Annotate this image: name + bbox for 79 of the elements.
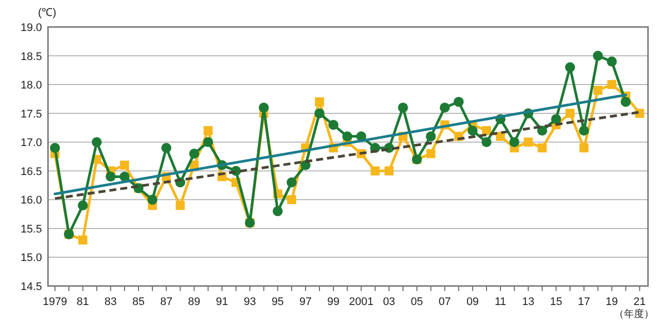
- point: [426, 149, 436, 158]
- xtick: 93: [244, 296, 256, 308]
- xlabel: （年度）: [614, 309, 654, 320]
- point: [272, 206, 283, 216]
- point: [524, 138, 533, 147]
- xtick: 11: [494, 296, 506, 308]
- point: [593, 86, 602, 95]
- point: [189, 148, 200, 159]
- ytick: 15.0: [20, 252, 42, 264]
- xtick: 83: [104, 296, 117, 308]
- ylabel: (℃): [38, 7, 56, 19]
- xtick: 85: [132, 296, 145, 308]
- point: [176, 200, 185, 210]
- xtick: 95: [272, 296, 284, 308]
- point: [92, 137, 102, 148]
- point: [620, 96, 631, 107]
- xtick: 09: [466, 296, 479, 308]
- ytick: 15.5: [20, 223, 42, 236]
- point: [607, 80, 616, 90]
- point: [440, 102, 450, 113]
- xtick: 21: [634, 296, 646, 308]
- ytick: 16.5: [20, 166, 42, 178]
- ytick: 18.5: [20, 50, 42, 63]
- xtick: 19: [606, 296, 618, 308]
- point: [398, 102, 408, 113]
- point: [482, 137, 492, 148]
- xtick: 91: [216, 296, 228, 308]
- point: [538, 143, 547, 152]
- point: [370, 166, 380, 176]
- xtick: 17: [578, 296, 590, 308]
- point: [203, 137, 214, 148]
- point: [565, 62, 576, 72]
- point: [204, 126, 213, 136]
- xtick: 05: [410, 296, 424, 308]
- point: [120, 172, 130, 182]
- point: [50, 142, 60, 153]
- point: [468, 126, 478, 136]
- ytick: 18.0: [20, 80, 42, 92]
- point: [314, 108, 324, 118]
- point: [287, 195, 296, 204]
- xtick: 81: [76, 296, 89, 308]
- point: [606, 56, 617, 67]
- point: [384, 166, 394, 176]
- xtick: 03: [382, 296, 396, 308]
- point: [328, 120, 338, 130]
- xtick: 2001: [348, 296, 374, 308]
- xtick: 89: [188, 296, 200, 308]
- point: [161, 142, 172, 153]
- point: [454, 96, 464, 107]
- ytick: 17.5: [20, 108, 42, 120]
- point: [342, 131, 352, 142]
- point: [537, 126, 548, 136]
- point: [78, 200, 88, 210]
- point: [106, 172, 116, 182]
- point: [120, 160, 130, 170]
- point: [509, 137, 520, 148]
- point: [426, 131, 436, 142]
- point: [592, 50, 603, 61]
- xtick: 99: [327, 296, 340, 308]
- ytick: 14.5: [20, 281, 42, 293]
- xtick: 13: [522, 296, 534, 308]
- ytick: 16.0: [20, 194, 42, 207]
- point: [579, 143, 588, 152]
- xtick: 87: [160, 296, 172, 308]
- point: [78, 235, 88, 244]
- point: [482, 126, 492, 136]
- xtick: 97: [299, 296, 312, 308]
- point: [286, 177, 297, 188]
- xtick: 07: [438, 296, 451, 308]
- point: [551, 114, 562, 124]
- xtick: 1979: [42, 296, 68, 308]
- ytick: 19.0: [20, 22, 42, 34]
- ytick: 17.0: [20, 137, 42, 150]
- point: [314, 97, 324, 106]
- point: [578, 126, 589, 136]
- point: [566, 108, 575, 118]
- point: [147, 194, 158, 205]
- xtick: 15: [550, 296, 562, 308]
- point: [258, 102, 269, 113]
